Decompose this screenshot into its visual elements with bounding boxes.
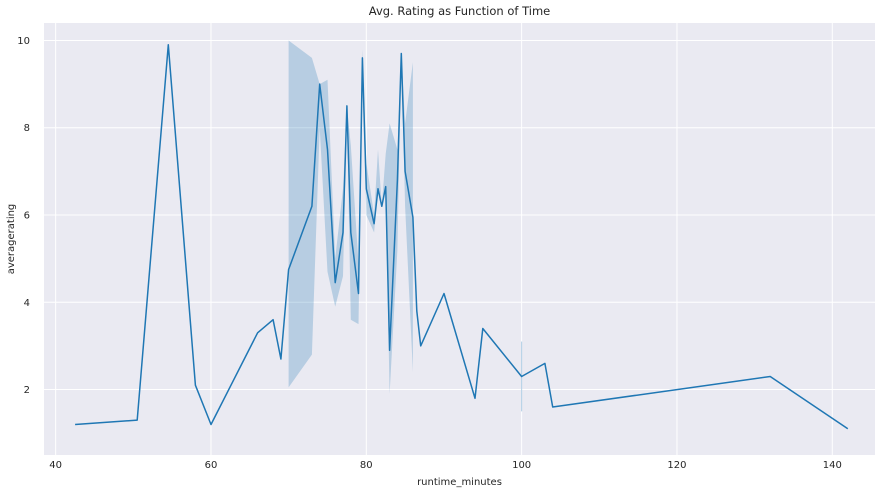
- series-lines: [75, 44, 849, 430]
- y-tick-label: 8: [24, 123, 30, 134]
- series-line: [75, 44, 849, 430]
- chart-title: Avg. Rating as Function of Time: [369, 4, 551, 18]
- grid-lines: [44, 23, 875, 455]
- x-axis-label: runtime_minutes: [417, 477, 502, 488]
- tick-labels: 40 60 80 100 120 140 2 4 6 8 10: [17, 36, 842, 471]
- x-tick-label: 80: [360, 460, 373, 471]
- x-tick-label: 40: [49, 460, 62, 471]
- y-tick-label: 2: [24, 385, 30, 396]
- x-tick-label: 60: [205, 460, 218, 471]
- x-tick-label: 140: [823, 460, 842, 471]
- x-tick-label: 100: [512, 460, 531, 471]
- y-tick-label: 10: [17, 36, 30, 47]
- y-axis-label: averagerating: [6, 204, 17, 275]
- y-tick-label: 4: [24, 298, 30, 309]
- plot-background: [44, 23, 875, 455]
- y-tick-label: 6: [24, 211, 30, 222]
- x-tick-label: 120: [667, 460, 686, 471]
